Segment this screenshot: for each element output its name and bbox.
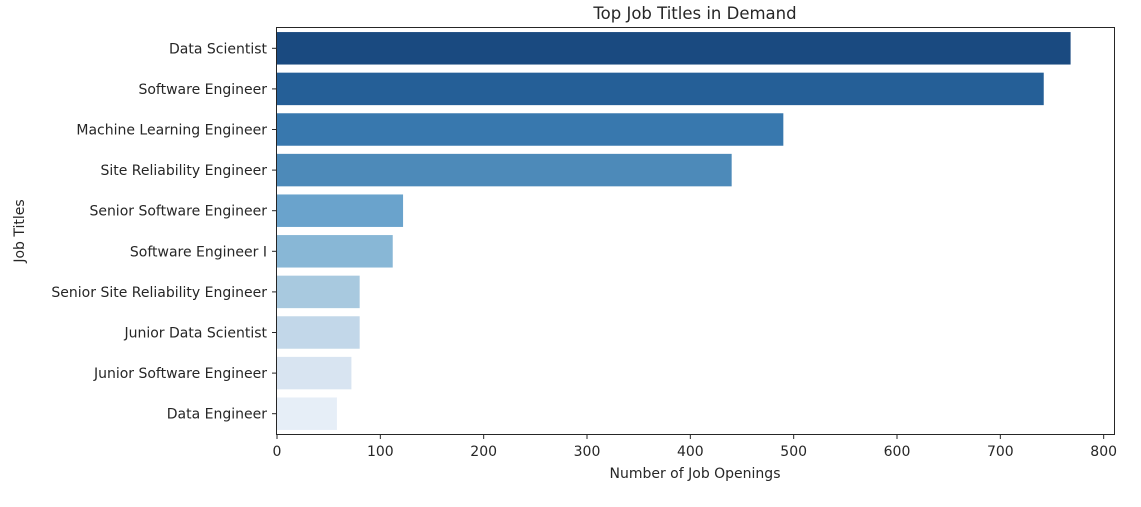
- x-tick-label: 0: [273, 444, 282, 460]
- y-tick-label: Data Scientist: [169, 41, 268, 57]
- y-tick-label: Junior Software Engineer: [93, 366, 267, 382]
- x-tick-label: 600: [884, 444, 911, 460]
- bar: [277, 316, 360, 349]
- x-axis-title: Number of Job Openings: [609, 466, 780, 482]
- x-tick-label: 700: [987, 444, 1014, 460]
- y-tick-label: Machine Learning Engineer: [76, 123, 267, 139]
- bar: [277, 72, 1044, 106]
- y-tick-labels: Data Scientist Software Engineer Machine L…: [51, 41, 277, 423]
- plot-frame: [276, 27, 1115, 435]
- y-tick-label: Senior Software Engineer: [89, 204, 267, 220]
- bar: [277, 153, 732, 187]
- bars-group: [277, 32, 1071, 430]
- y-tick-label: Software Engineer I: [130, 244, 267, 260]
- x-tick-label: 500: [780, 444, 807, 460]
- bar: [277, 235, 393, 268]
- x-tick-label: 400: [677, 444, 704, 460]
- chart-title: Top Job Titles in Demand: [592, 4, 796, 23]
- y-tick-label: Software Engineer: [138, 82, 267, 98]
- bar: [277, 113, 784, 146]
- y-tick-label: Senior Site Reliability Engineer: [51, 285, 267, 301]
- y-tick-label: Data Engineer: [167, 407, 267, 423]
- x-ticks: 0 100 200 300 400 500 600 700 800: [273, 434, 1117, 460]
- bar: [277, 32, 1071, 65]
- x-tick-label: 800: [1090, 444, 1117, 460]
- y-tick-label: Junior Data Scientist: [123, 326, 267, 342]
- bar: [277, 194, 404, 227]
- y-tick-label: Site Reliability Engineer: [100, 163, 267, 179]
- y-axis-title: Job Titles: [12, 199, 28, 263]
- bar: [277, 356, 352, 390]
- bar: [277, 397, 337, 430]
- x-tick-label: 100: [367, 444, 394, 460]
- bar: [277, 275, 360, 309]
- x-tick-label: 200: [470, 444, 497, 460]
- x-tick-label: 300: [574, 444, 601, 460]
